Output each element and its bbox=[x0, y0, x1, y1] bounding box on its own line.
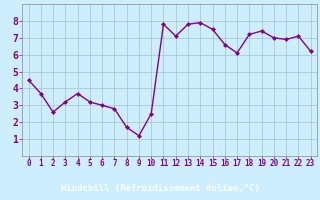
Text: Windchill (Refroidissement éolien,°C): Windchill (Refroidissement éolien,°C) bbox=[60, 184, 260, 193]
